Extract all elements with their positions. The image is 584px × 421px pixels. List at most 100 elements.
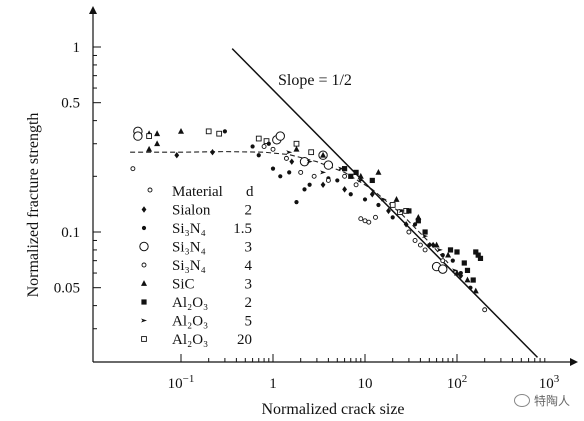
data-point-diamond bbox=[458, 272, 464, 279]
legend-entry-label: Al₂O₃ bbox=[172, 332, 208, 348]
data-point-open-square bbox=[263, 138, 270, 144]
dashed-trend-curve bbox=[130, 151, 449, 264]
data-point-triangle bbox=[375, 168, 382, 175]
legend-marker-circle bbox=[139, 241, 149, 252]
data-point-diamond bbox=[386, 207, 391, 215]
legend-marker-open-square bbox=[141, 336, 147, 342]
data-point-ring bbox=[422, 247, 428, 253]
data-point-dot bbox=[376, 202, 381, 208]
data-point-ring bbox=[270, 146, 276, 152]
data-point-arrow bbox=[380, 197, 387, 202]
x-tick-labels: 10−1 1 10 102 103 bbox=[168, 373, 560, 392]
data-point-arrow bbox=[451, 268, 458, 273]
legend-entry-value: 1.5 bbox=[233, 221, 252, 237]
data-point-circle bbox=[323, 160, 334, 170]
watermark: 特陶人 bbox=[513, 392, 570, 409]
legend-entry-label: Al₂O₃ bbox=[172, 295, 208, 311]
data-point-square bbox=[461, 260, 467, 266]
legend-marker-triangle bbox=[141, 280, 147, 286]
data-point-triangle bbox=[472, 287, 479, 294]
data-point-dot bbox=[440, 253, 445, 258]
data-point-square bbox=[353, 169, 359, 175]
data-point-dot bbox=[302, 187, 307, 192]
data-point-dot bbox=[222, 129, 227, 134]
data-point-triangle bbox=[433, 241, 440, 248]
data-point-arrow bbox=[436, 247, 443, 252]
data-point-triangle bbox=[464, 276, 471, 283]
data-point-square bbox=[473, 249, 479, 255]
data-point-ring bbox=[130, 166, 136, 172]
legend-entry-value: 3 bbox=[245, 277, 253, 293]
x-tick-label: 1 bbox=[269, 376, 277, 392]
legend-entry-label: Si₃N₄ bbox=[172, 221, 206, 237]
data-point-dot bbox=[427, 242, 432, 248]
data-point-ring bbox=[366, 219, 372, 225]
legend-entry-label: Si₃N₄ bbox=[172, 258, 206, 274]
data-point-square bbox=[470, 277, 476, 283]
data-point-open-square bbox=[389, 202, 396, 208]
data-point-dot bbox=[468, 285, 473, 290]
legend-entry-label: Sialon bbox=[172, 203, 211, 219]
x-tick-label: 103 bbox=[539, 373, 560, 392]
data-point-dot bbox=[287, 170, 292, 175]
data-point-square bbox=[341, 166, 348, 172]
data-point-square bbox=[447, 247, 454, 253]
data-point-square bbox=[477, 255, 484, 261]
data-point-ring bbox=[406, 229, 412, 235]
data-point-ring bbox=[325, 177, 331, 183]
data-point-ring bbox=[283, 155, 289, 161]
data-points bbox=[130, 126, 488, 313]
chat-bubble-icon bbox=[513, 394, 530, 407]
data-point-arrow bbox=[422, 234, 429, 239]
x-tick-label: 102 bbox=[447, 373, 468, 392]
data-point-triangle bbox=[357, 172, 364, 179]
data-point-open-square bbox=[255, 135, 262, 142]
y-tick-labels: 1 0.5 0.1 0.05 bbox=[54, 40, 80, 297]
legend-header-marker bbox=[147, 187, 153, 193]
data-point-diamond bbox=[210, 148, 215, 156]
data-point-arrow bbox=[320, 170, 327, 175]
data-point-square bbox=[464, 267, 471, 274]
legend-entry-value: 3 bbox=[245, 240, 253, 256]
data-point-diamond bbox=[430, 241, 436, 249]
data-point-triangle bbox=[154, 130, 161, 137]
x-axis-label: Normalized crack size bbox=[261, 401, 404, 418]
data-point-dot bbox=[270, 166, 276, 171]
data-point-triangle bbox=[393, 196, 400, 202]
y-tick-label: 0.1 bbox=[61, 225, 80, 241]
data-point-circle bbox=[299, 156, 310, 167]
data-point-dot bbox=[256, 153, 261, 158]
legend-entry-value: 4 bbox=[245, 258, 253, 274]
slope-line bbox=[231, 48, 539, 358]
y-tick-label: 0.5 bbox=[61, 96, 80, 112]
data-point-arrow bbox=[398, 208, 405, 213]
legend-header-label: Material bbox=[172, 184, 223, 200]
data-point-triangle bbox=[178, 127, 184, 134]
data-point-triangle bbox=[320, 151, 327, 158]
legend-marker-diamond bbox=[141, 206, 147, 213]
data-point-diamond bbox=[369, 191, 375, 198]
legend: Material d Sialon 2 Si₃N₄ 1.5 Si₃N₄ 3 Si₃N₄ 4 SiC 3… bbox=[139, 184, 254, 348]
legend-marker-square bbox=[141, 299, 147, 305]
x-tick-label: 10−1 bbox=[168, 373, 195, 392]
data-point-open-square bbox=[216, 130, 223, 137]
legend-entry-label: SiC bbox=[172, 277, 195, 293]
legend-entry-label: Si₃N₄ bbox=[172, 240, 206, 256]
legend-entry-value: 2 bbox=[245, 203, 253, 219]
data-point-square bbox=[369, 177, 375, 184]
data-point-ring bbox=[342, 173, 348, 179]
data-point-open-square bbox=[205, 128, 212, 135]
data-point-ring bbox=[440, 258, 446, 264]
data-point-triangle bbox=[454, 269, 460, 276]
watermark-text: 特陶人 bbox=[533, 394, 570, 408]
y-axis-label: Normalized fracture strength bbox=[25, 113, 42, 298]
legend-marker-dot bbox=[141, 225, 147, 231]
legend-marker-arrow bbox=[141, 318, 147, 323]
legend-header-value: d bbox=[246, 184, 254, 200]
data-point-open-square bbox=[293, 140, 300, 147]
data-point-dot bbox=[362, 197, 368, 202]
data-point-open-square bbox=[146, 133, 152, 139]
data-point-ring bbox=[358, 216, 364, 222]
data-point-triangle bbox=[293, 145, 300, 152]
